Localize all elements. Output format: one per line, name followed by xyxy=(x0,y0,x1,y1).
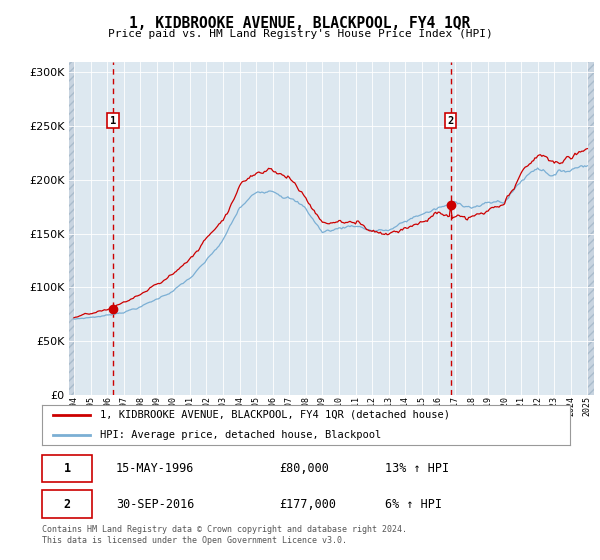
Text: 15-MAY-1996: 15-MAY-1996 xyxy=(116,461,194,475)
Text: 1, KIDBROOKE AVENUE, BLACKPOOL, FY4 1QR: 1, KIDBROOKE AVENUE, BLACKPOOL, FY4 1QR xyxy=(130,16,470,31)
Text: Contains HM Land Registry data © Crown copyright and database right 2024.
This d: Contains HM Land Registry data © Crown c… xyxy=(42,525,407,545)
Text: 2: 2 xyxy=(448,116,454,125)
Text: £80,000: £80,000 xyxy=(280,461,329,475)
Text: 30-SEP-2016: 30-SEP-2016 xyxy=(116,497,194,511)
Text: 1, KIDBROOKE AVENUE, BLACKPOOL, FY4 1QR (detached house): 1, KIDBROOKE AVENUE, BLACKPOOL, FY4 1QR … xyxy=(100,410,450,420)
Text: Price paid vs. HM Land Registry's House Price Index (HPI): Price paid vs. HM Land Registry's House … xyxy=(107,29,493,39)
FancyBboxPatch shape xyxy=(42,491,92,517)
Text: 1: 1 xyxy=(110,116,116,125)
FancyBboxPatch shape xyxy=(42,455,92,482)
Text: HPI: Average price, detached house, Blackpool: HPI: Average price, detached house, Blac… xyxy=(100,430,382,440)
Text: 13% ↑ HPI: 13% ↑ HPI xyxy=(385,461,449,475)
Text: £177,000: £177,000 xyxy=(280,497,337,511)
Text: 1: 1 xyxy=(64,461,71,475)
Text: 2: 2 xyxy=(64,497,71,511)
Text: 6% ↑ HPI: 6% ↑ HPI xyxy=(385,497,442,511)
